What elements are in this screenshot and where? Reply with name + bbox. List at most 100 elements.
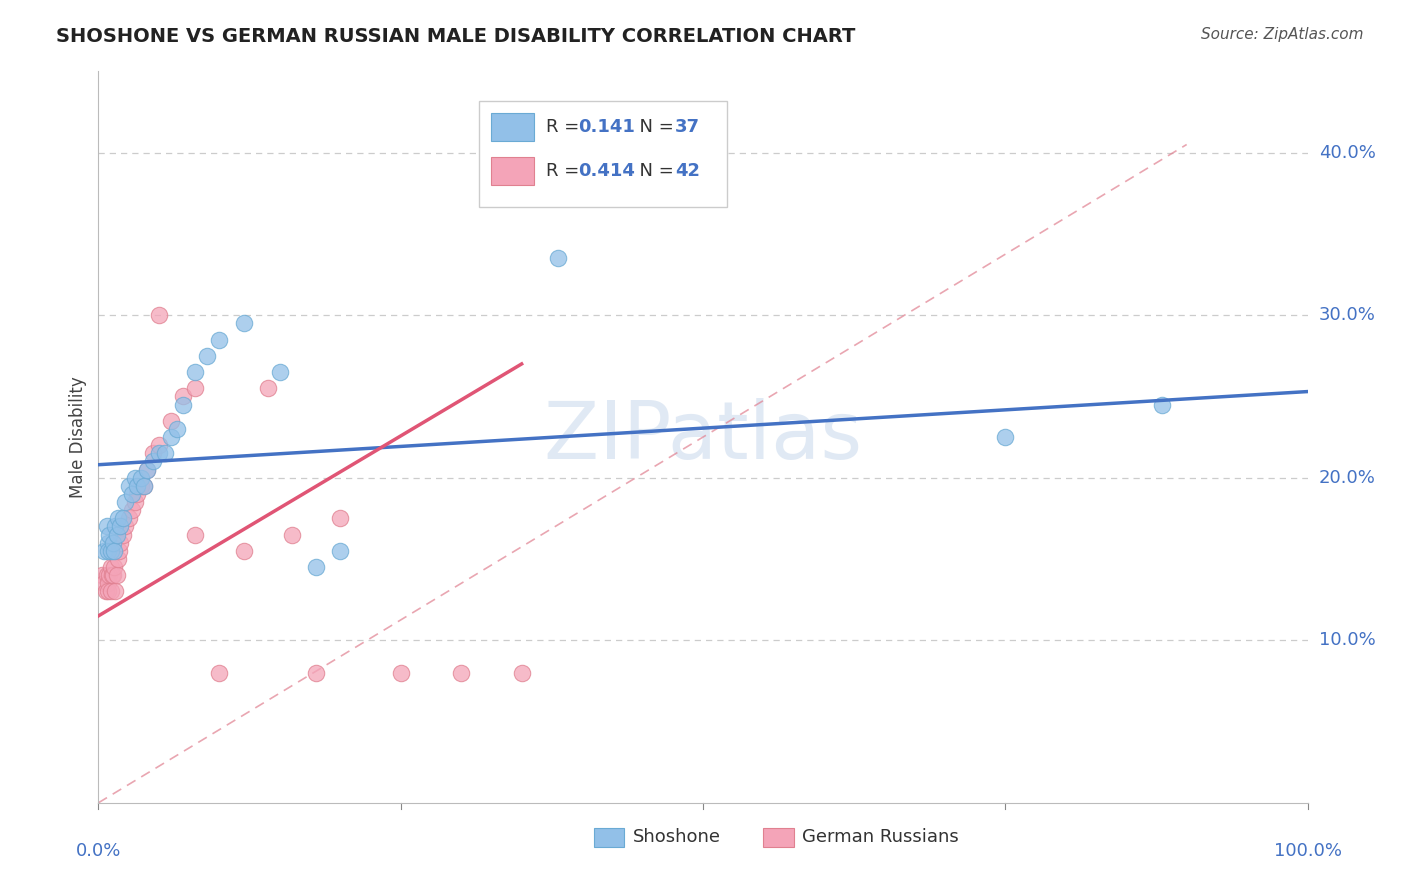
Point xyxy=(329,544,352,558)
Point xyxy=(148,438,170,452)
Point xyxy=(101,568,124,582)
Text: 20.0%: 20.0% xyxy=(1319,468,1375,487)
Point xyxy=(91,568,114,582)
Point xyxy=(134,479,156,493)
Point xyxy=(108,535,131,549)
Point xyxy=(121,487,143,501)
Point xyxy=(97,576,120,591)
Point xyxy=(105,568,128,582)
Point xyxy=(269,365,291,379)
Point xyxy=(127,479,149,493)
Point xyxy=(148,446,170,460)
Text: 0.141: 0.141 xyxy=(578,118,636,136)
Point xyxy=(172,389,194,403)
Text: 42: 42 xyxy=(675,161,700,180)
Text: ZIPat⁠las: ZIPat⁠las xyxy=(544,398,862,476)
Point xyxy=(93,576,115,591)
Point xyxy=(103,544,125,558)
Y-axis label: Male Disability: Male Disability xyxy=(69,376,87,498)
Point xyxy=(93,544,115,558)
Text: SHOSHONE VS GERMAN RUSSIAN MALE DISABILITY CORRELATION CHART: SHOSHONE VS GERMAN RUSSIAN MALE DISABILI… xyxy=(56,27,856,45)
Point xyxy=(107,552,129,566)
Point xyxy=(100,560,122,574)
Point xyxy=(103,560,125,574)
Point xyxy=(510,665,533,680)
Point xyxy=(184,381,207,395)
FancyBboxPatch shape xyxy=(763,829,794,847)
Point xyxy=(124,471,146,485)
Point xyxy=(96,519,118,533)
Point xyxy=(160,414,183,428)
Point xyxy=(389,665,412,680)
Point xyxy=(994,430,1017,444)
Point xyxy=(100,544,122,558)
Point xyxy=(121,503,143,517)
Point xyxy=(124,495,146,509)
FancyBboxPatch shape xyxy=(595,829,624,847)
Text: 100.0%: 100.0% xyxy=(1274,842,1341,860)
Text: R =: R = xyxy=(546,161,585,180)
Point xyxy=(208,665,231,680)
Point xyxy=(153,446,176,460)
Point xyxy=(100,584,122,599)
Text: 0.414: 0.414 xyxy=(578,161,636,180)
Point xyxy=(129,471,152,485)
Point xyxy=(208,333,231,347)
Point xyxy=(104,519,127,533)
Text: 0.0%: 0.0% xyxy=(76,842,121,860)
Point xyxy=(127,487,149,501)
Text: 10.0%: 10.0% xyxy=(1319,632,1375,649)
Point xyxy=(135,462,157,476)
Point xyxy=(172,398,194,412)
Point xyxy=(107,511,129,525)
Point xyxy=(129,479,152,493)
Point xyxy=(184,527,207,541)
Point xyxy=(98,568,121,582)
FancyBboxPatch shape xyxy=(492,157,534,185)
Point xyxy=(97,584,120,599)
Point xyxy=(160,430,183,444)
Point xyxy=(104,584,127,599)
Text: German Russians: German Russians xyxy=(803,828,959,847)
Point xyxy=(142,446,165,460)
Point xyxy=(232,544,254,558)
Text: Shoshone: Shoshone xyxy=(633,828,721,847)
Point xyxy=(281,527,304,541)
Point xyxy=(114,495,136,509)
Point xyxy=(195,349,218,363)
Text: N =: N = xyxy=(628,161,679,180)
Point xyxy=(108,519,131,533)
Point xyxy=(148,308,170,322)
Point xyxy=(547,252,569,266)
Point xyxy=(108,544,131,558)
Point xyxy=(142,454,165,468)
Point xyxy=(166,422,188,436)
Point xyxy=(111,527,134,541)
Point xyxy=(232,316,254,330)
Point xyxy=(305,560,328,574)
Point xyxy=(105,527,128,541)
Point xyxy=(450,665,472,680)
Point xyxy=(94,584,117,599)
Point xyxy=(98,527,121,541)
Text: N =: N = xyxy=(628,118,679,136)
Point xyxy=(184,365,207,379)
Point xyxy=(134,479,156,493)
Point xyxy=(100,568,122,582)
Point xyxy=(118,479,141,493)
Point xyxy=(96,568,118,582)
Point xyxy=(135,462,157,476)
Point xyxy=(97,535,120,549)
Point xyxy=(329,511,352,525)
Text: 40.0%: 40.0% xyxy=(1319,144,1375,161)
FancyBboxPatch shape xyxy=(492,113,534,141)
Point xyxy=(1152,398,1174,412)
Text: R =: R = xyxy=(546,118,585,136)
Point xyxy=(118,511,141,525)
Point xyxy=(256,381,278,395)
FancyBboxPatch shape xyxy=(479,101,727,207)
Point xyxy=(114,519,136,533)
Point xyxy=(101,535,124,549)
Text: 37: 37 xyxy=(675,118,700,136)
Text: Source: ZipAtlas.com: Source: ZipAtlas.com xyxy=(1201,27,1364,42)
